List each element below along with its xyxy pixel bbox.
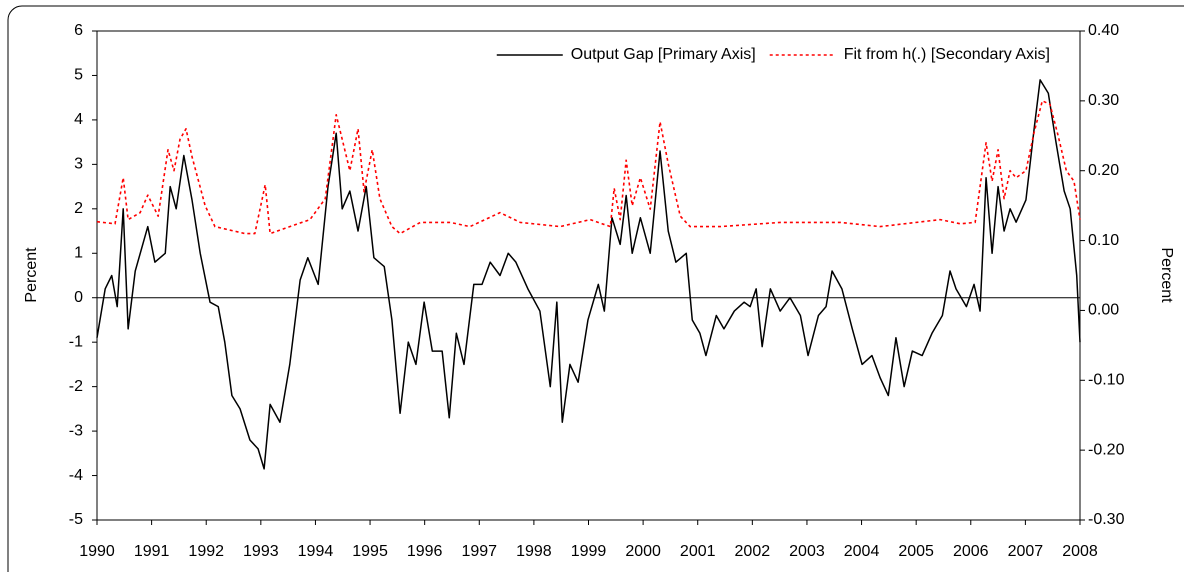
x-tick-label: 1991: [134, 543, 170, 560]
x-tick-label: 1996: [407, 543, 443, 560]
x-tick-label: 2008: [1062, 543, 1098, 560]
y2-tick-label: 0.40: [1088, 22, 1119, 39]
y-tick-label: 2: [74, 200, 83, 217]
y-tick-label: -5: [69, 511, 83, 528]
legend-label: Fit from h(.) [Secondary Axis]: [844, 46, 1050, 63]
x-tick-label: 1992: [188, 543, 224, 560]
series-line: [96, 79, 1081, 470]
y-tick-label: 6: [74, 22, 83, 39]
y2-tick-label: 0.30: [1088, 92, 1119, 109]
x-tick-label: 2004: [844, 543, 880, 560]
x-tick-label: 1997: [461, 543, 497, 560]
y2-tick-label: 0.00: [1088, 302, 1119, 319]
y-tick-label: -3: [69, 422, 83, 439]
y-tick-label: -4: [69, 467, 83, 484]
y-axis-label: Percent: [23, 247, 40, 303]
x-tick-label: 2003: [789, 543, 825, 560]
y-tick-label: 5: [74, 67, 83, 84]
y2-tick-label: 0.10: [1088, 232, 1119, 249]
x-tick-label: 2000: [625, 543, 661, 560]
y2-tick-label: -0.30: [1088, 511, 1125, 528]
x-tick-label: 2006: [953, 543, 989, 560]
x-tick-label: 1993: [243, 543, 279, 560]
x-tick-label: 1995: [352, 543, 388, 560]
y-tick-label: 4: [74, 111, 83, 128]
x-tick-label: 2007: [1008, 543, 1044, 560]
x-tick-label: 1999: [571, 543, 607, 560]
series-line: [96, 100, 1081, 235]
y2-tick-label: -0.20: [1088, 441, 1125, 458]
x-tick-label: 2002: [735, 543, 771, 560]
y-tick-label: -1: [69, 333, 83, 350]
plot-area: [96, 30, 1081, 521]
y-tick-label: 0: [74, 289, 83, 306]
x-tick-label: 2001: [680, 543, 716, 560]
y-tick-label: 3: [74, 156, 83, 173]
y2-axis-label: Percent: [1158, 247, 1175, 303]
x-tick-label: 1994: [298, 543, 334, 560]
x-tick-label: 2005: [898, 543, 934, 560]
y2-tick-label: 0.20: [1088, 162, 1119, 179]
y-tick-label: 1: [74, 244, 83, 261]
x-tick-label: 1998: [516, 543, 552, 560]
y-tick-label: -2: [69, 378, 83, 395]
legend-label: Output Gap [Primary Axis]: [571, 46, 756, 63]
chart-frame: [7, 5, 1184, 577]
y2-tick-label: -0.10: [1088, 372, 1125, 389]
x-tick-label: 1990: [79, 543, 115, 560]
